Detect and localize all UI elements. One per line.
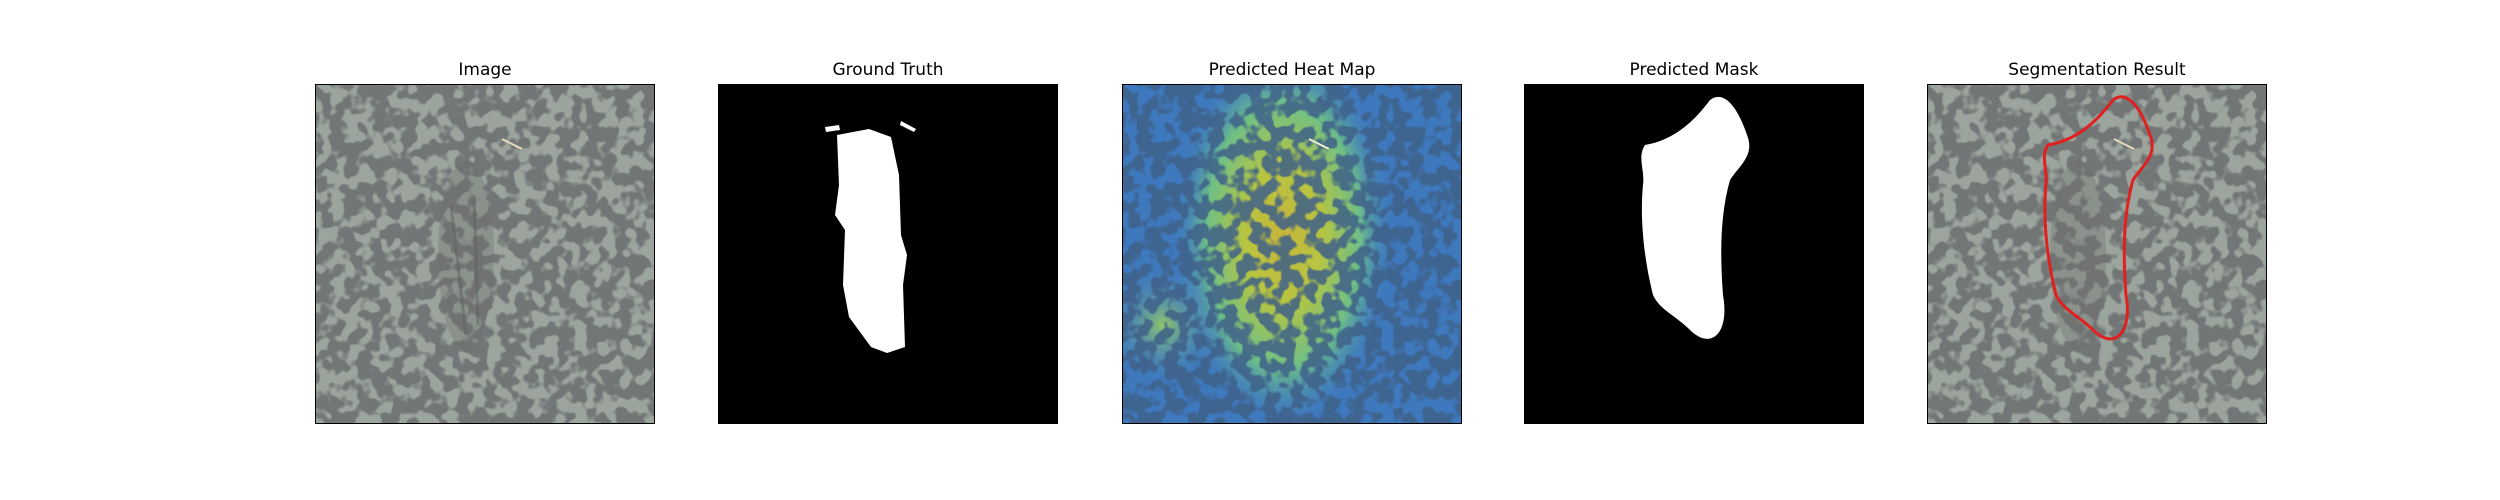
input-image	[315, 84, 655, 424]
panel-title: Predicted Mask	[1629, 60, 1759, 80]
heat-map-graphic	[1123, 85, 1461, 423]
panel-title: Image	[458, 60, 512, 80]
predicted-mask	[1524, 84, 1864, 424]
segmentation-result-graphic	[1928, 85, 2266, 423]
panel-title: Segmentation Result	[2008, 60, 2186, 80]
panel-title: Predicted Heat Map	[1208, 60, 1376, 80]
predicted-mask-graphic	[1525, 85, 1863, 423]
texture-image-graphic	[316, 85, 654, 423]
segmentation-result-image	[1927, 84, 2267, 424]
heat-map-image	[1122, 84, 1462, 424]
ground-truth-mask	[718, 84, 1058, 424]
ground-truth-mask-graphic	[719, 85, 1057, 423]
panel-title: Ground Truth	[832, 60, 944, 80]
